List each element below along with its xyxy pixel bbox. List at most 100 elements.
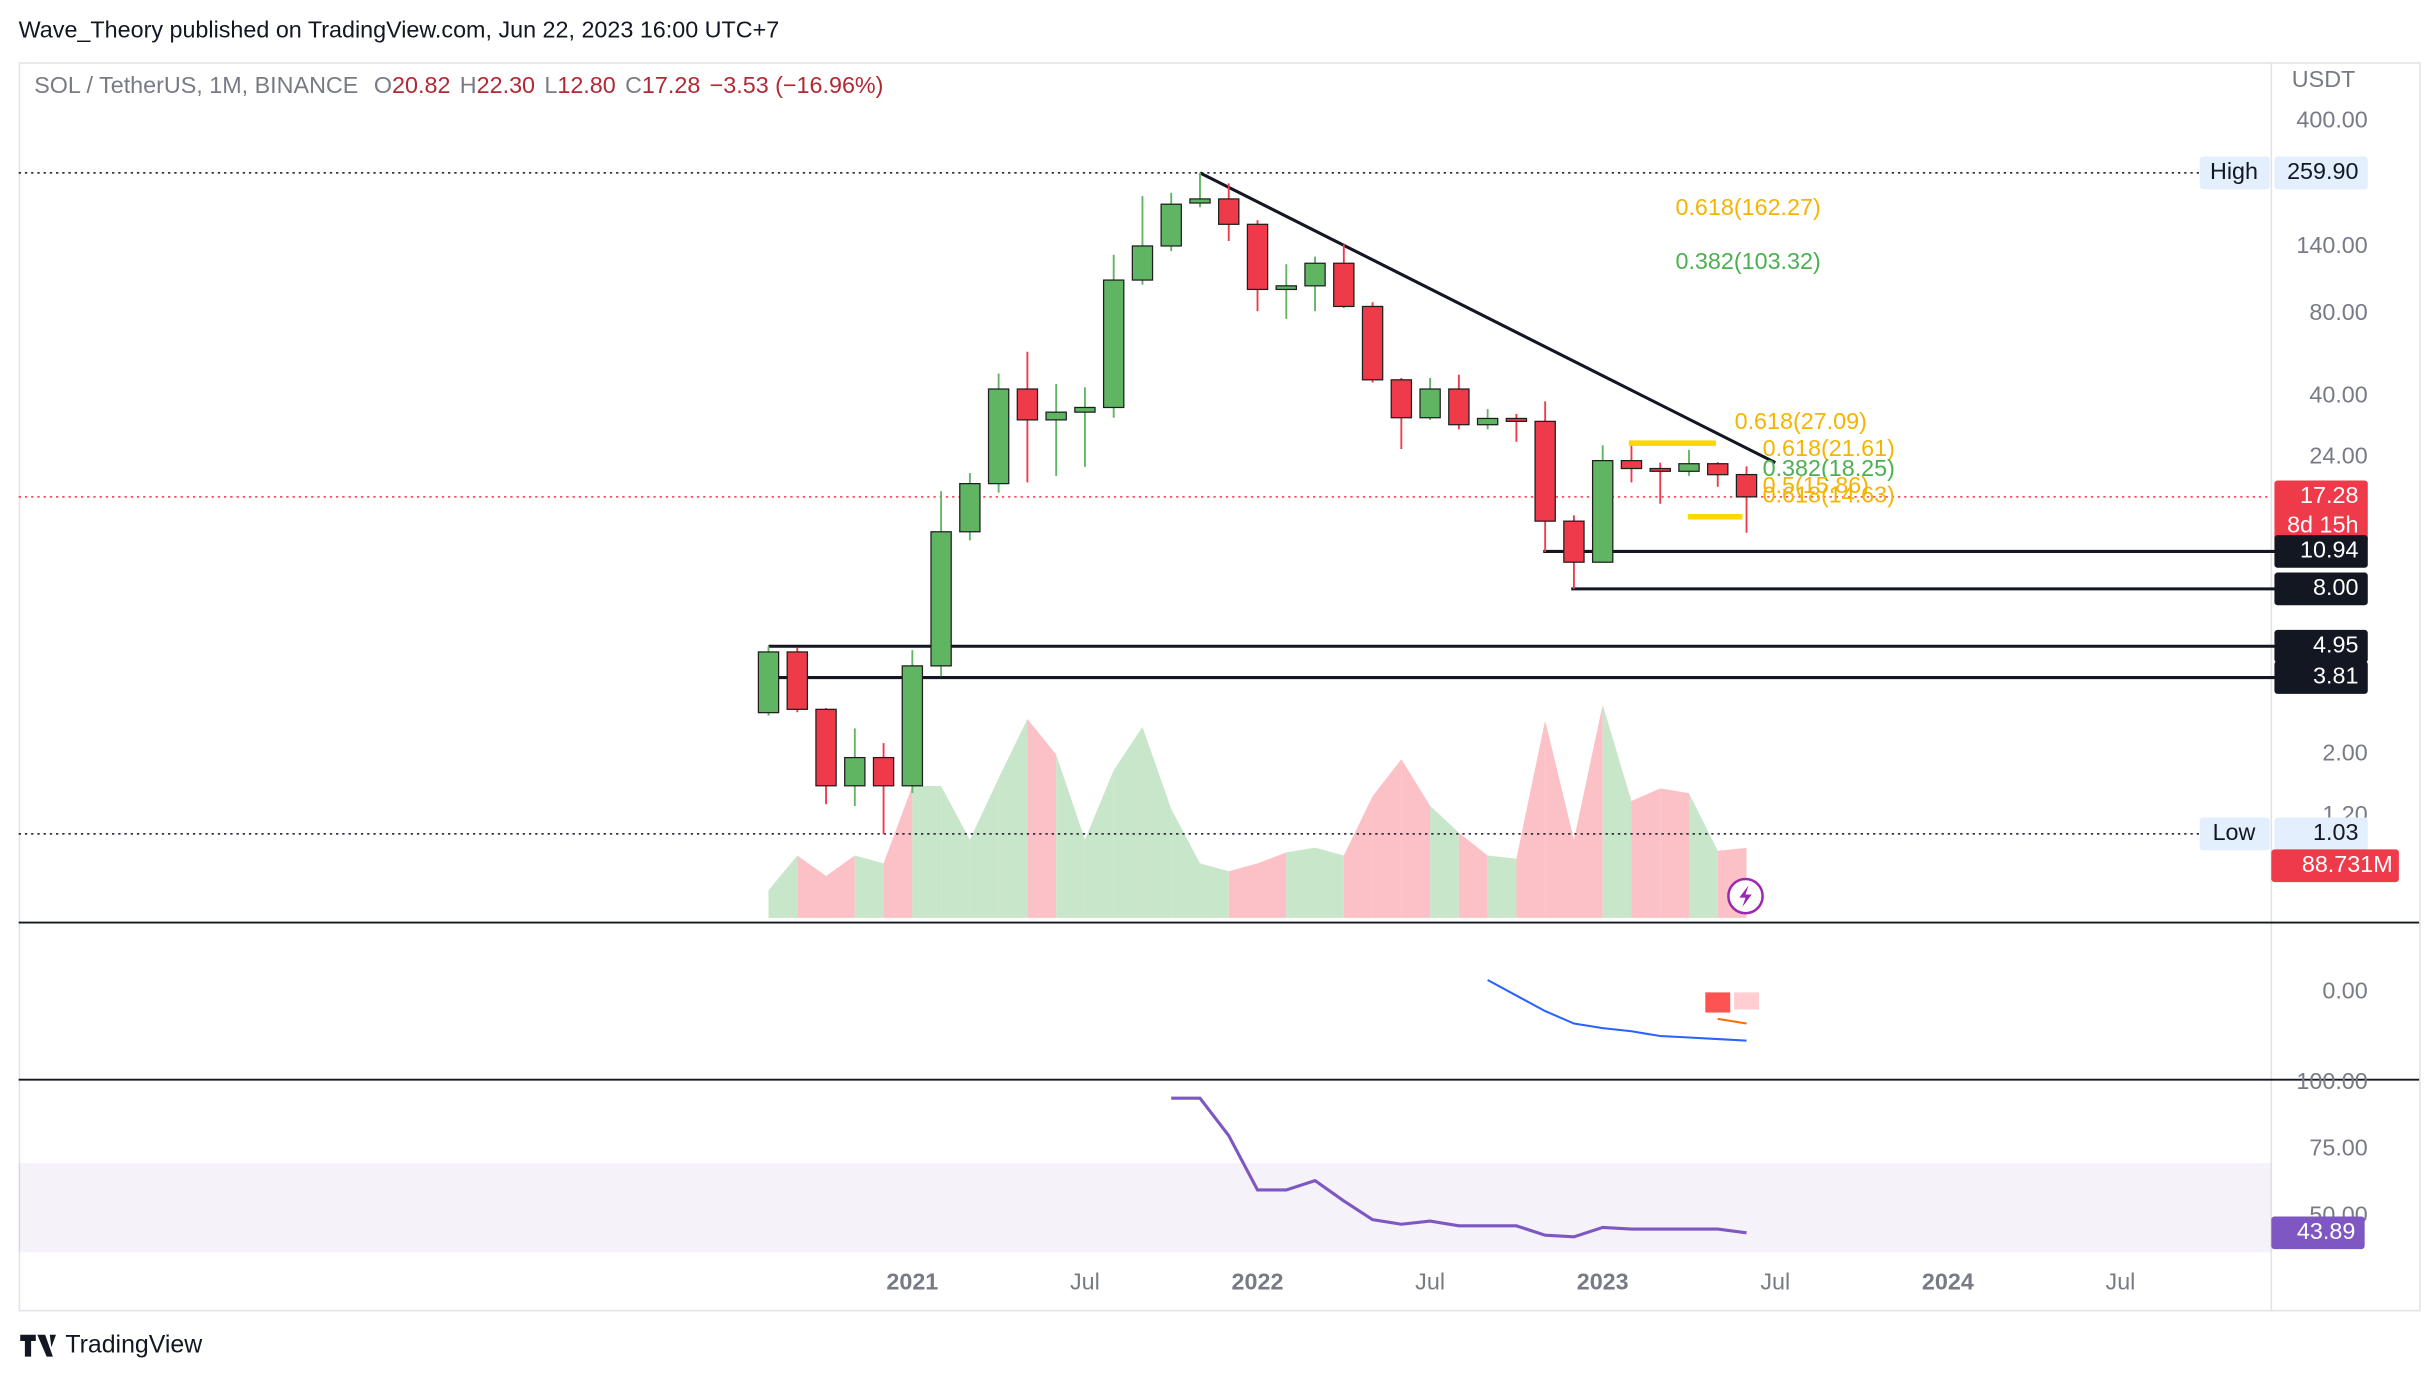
candle-body [1275, 285, 1298, 291]
volume-area [1027, 718, 1057, 918]
volume-area [912, 786, 942, 918]
y-tick-label: 24.00 [2309, 443, 2367, 469]
price-tag [2274, 572, 2368, 606]
candle-body [1591, 459, 1614, 563]
volume-area [969, 778, 999, 918]
volume-area [768, 855, 798, 918]
legend-change: −3.53 (−16.96%) [710, 72, 884, 98]
price-layer [18, 171, 2350, 1239]
price-tag [2274, 629, 2368, 663]
price-tag [2274, 817, 2368, 851]
volume-area [1084, 770, 1114, 918]
candle-body [987, 388, 1010, 485]
candle-body [1016, 388, 1039, 421]
x-tick-label: Jul [1760, 1269, 1790, 1295]
price-tag-title-box [2199, 156, 2270, 190]
candle-body [1620, 459, 1643, 470]
volume-area [1286, 847, 1316, 918]
volume-area [1343, 796, 1373, 918]
legend-text: SOL / TetherUS, 1M, BINANCE [34, 72, 358, 98]
x-tick-label: Jul [2106, 1269, 2136, 1295]
price-tag-label: 259.90 [2287, 158, 2358, 184]
rsi-tick-label: 100.00 [2296, 1068, 2367, 1094]
candle-body [1390, 379, 1413, 419]
lightning-icon[interactable] [1727, 877, 1764, 915]
price-tag-title: Low [2213, 819, 2256, 845]
rsi-pane [18, 1162, 2272, 1253]
rsi-band [18, 1162, 2272, 1253]
price-tag [2274, 156, 2368, 190]
annotation-layer: 0.618(162.27)0.382(103.32)0.618(27.09)0.… [1628, 194, 1895, 520]
fib-label: 0.618(14.63) [1763, 482, 1895, 508]
price-tag-label: 17.28 [2300, 482, 2358, 508]
price-tag-label: 1.03 [2313, 819, 2358, 845]
volume-area [1688, 793, 1718, 918]
legend-value: 17.28 [642, 72, 700, 98]
icon-bolt[interactable] [1739, 885, 1752, 907]
brand-name: TradingView [65, 1330, 203, 1358]
y-tick-label: 140.00 [2296, 232, 2367, 258]
volume-area [854, 855, 884, 918]
candle-body [1218, 198, 1240, 225]
candle-body [1160, 203, 1182, 247]
volume-tag-label: 88.731M [2302, 851, 2393, 877]
rsi-tag-label: 43.89 [2297, 1218, 2355, 1244]
volume-area [1113, 726, 1143, 918]
volume-area [1257, 852, 1287, 918]
volume-area [1199, 863, 1229, 918]
volume-area [1401, 759, 1431, 918]
volume-area [1315, 847, 1344, 918]
legend-value: 20.82 [392, 72, 450, 98]
y-tick-label: 80.00 [2309, 299, 2367, 325]
candle-body [1534, 420, 1556, 522]
trendline [1199, 171, 1776, 465]
volume-area [1372, 759, 1402, 918]
y-tick-label: 40.00 [2309, 382, 2367, 408]
candle-body [1246, 223, 1269, 291]
x-tick-label: 2021 [886, 1269, 938, 1295]
legend-value: 12.80 [557, 72, 615, 98]
legend-key: O [374, 72, 392, 98]
macd-histogram-bar [1734, 992, 1759, 1010]
candle-body [1649, 467, 1671, 472]
candle-body [959, 483, 981, 533]
y-tick-label: 2.00 [2322, 740, 2367, 766]
candle-body [1361, 305, 1384, 381]
candle-body [757, 651, 780, 714]
price-tag [2274, 661, 2368, 694]
price-unit: USDT [2292, 66, 2356, 92]
volume-area [1602, 704, 1632, 918]
volume-area [1228, 863, 1258, 918]
volume-area [1142, 726, 1172, 918]
chart-frame [18, 62, 2421, 1312]
macd-line [1487, 979, 1747, 1042]
publisher: Wave_Theory published on TradingView.com… [19, 16, 780, 42]
candle-body [1074, 406, 1096, 413]
volume-tag [2271, 849, 2399, 883]
x-tick-label: 2023 [1577, 1269, 1629, 1295]
rsi-tag [2271, 1216, 2365, 1250]
candle-body [1448, 388, 1470, 426]
volume-area [883, 786, 913, 918]
price-tag [2274, 480, 2368, 543]
signal-line [1717, 1017, 1747, 1025]
volume-layer [768, 704, 1747, 918]
candle-body [1189, 198, 1211, 204]
fib-label: 0.5(15.86) [1763, 472, 1869, 498]
candle-body [1131, 245, 1154, 281]
volume-area [998, 718, 1028, 918]
candle-body [786, 651, 809, 710]
candle-body [1476, 417, 1499, 426]
candle-body [1102, 279, 1125, 409]
rsi-line [1171, 1096, 1747, 1239]
price-tag [2274, 535, 2368, 568]
volume-area [1487, 855, 1517, 918]
fib-label: 0.382(18.25) [1763, 455, 1895, 481]
symbol-legend: SOL / TetherUS, 1M, BINANCE O20.82 H22.30 L… [34, 72, 883, 98]
fib-label: 0.382(103.32) [1675, 248, 1820, 274]
legend-key: L [544, 72, 557, 98]
price-tag-label: 4.95 [2313, 631, 2358, 657]
